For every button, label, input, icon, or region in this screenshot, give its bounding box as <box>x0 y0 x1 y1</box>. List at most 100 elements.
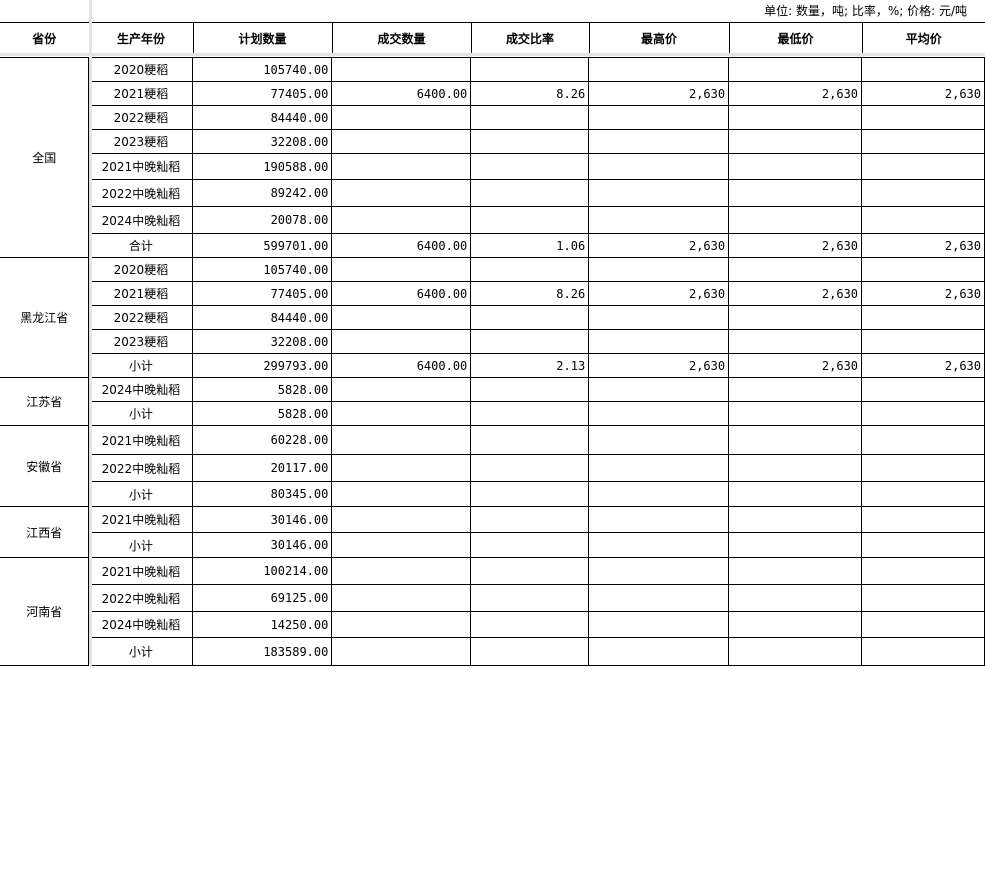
rate-cell <box>470 557 590 585</box>
min-price-cell <box>728 257 863 282</box>
year-cell: 2021粳稻 <box>88 81 194 106</box>
min-price-cell <box>728 557 863 585</box>
min-price-cell <box>728 611 863 638</box>
year-cell: 2021中晚籼稻 <box>88 153 194 180</box>
rate-cell <box>470 153 590 180</box>
planned-cell: 299793.00 <box>192 353 333 378</box>
planned-cell: 60228.00 <box>192 425 333 455</box>
rate-cell <box>470 637 590 666</box>
max-price-cell <box>588 611 730 638</box>
table-row: 小计 5828.00 <box>0 401 985 426</box>
header-min-price: 最低价 <box>728 22 862 53</box>
min-price-cell: 2,630 <box>728 353 863 378</box>
planned-cell: 105740.00 <box>192 57 333 82</box>
min-price-cell <box>728 425 863 455</box>
max-price-cell <box>588 206 730 234</box>
unit-note: 单位: 数量，吨; 比率，%; 价格: 元/吨 <box>764 4 967 18</box>
planned-cell: 77405.00 <box>192 81 333 106</box>
planned-cell: 14250.00 <box>192 611 333 638</box>
min-price-cell: 2,630 <box>728 233 863 258</box>
rate-cell <box>470 506 590 533</box>
rate-cell <box>470 105 590 130</box>
avg-price-cell <box>861 257 985 282</box>
rate-cell <box>470 532 590 558</box>
max-price-cell <box>588 584 730 612</box>
max-price-cell <box>588 401 730 426</box>
rate-cell <box>470 329 590 354</box>
avg-price-cell <box>861 425 985 455</box>
avg-price-cell <box>861 179 985 207</box>
table-row: 2022中晚籼稻 20117.00 <box>0 454 985 482</box>
province-cell: 黑龙江省 <box>0 257 90 378</box>
year-cell: 2021中晚籼稻 <box>88 557 194 585</box>
traded-cell: 6400.00 <box>331 353 472 378</box>
max-price-cell: 2,630 <box>588 233 730 258</box>
year-cell: 2024中晚籼稻 <box>88 611 194 638</box>
min-price-cell <box>728 305 863 330</box>
planned-cell: 84440.00 <box>192 305 333 330</box>
year-cell: 2021中晚籼稻 <box>88 425 194 455</box>
header-planned: 计划数量 <box>192 22 332 53</box>
header-avg-price: 平均价 <box>861 22 985 53</box>
min-price-cell <box>728 481 863 507</box>
avg-price-cell: 2,630 <box>861 81 985 106</box>
table-row: 河南省 2021中晚籼稻 100214.00 <box>0 557 985 666</box>
header-rate: 成交比率 <box>470 22 589 53</box>
planned-cell: 599701.00 <box>192 233 333 258</box>
avg-price-cell: 2,630 <box>861 353 985 378</box>
traded-cell <box>331 206 472 234</box>
avg-price-cell <box>861 584 985 612</box>
rate-cell <box>470 401 590 426</box>
min-price-cell <box>728 532 863 558</box>
planned-cell: 69125.00 <box>192 584 333 612</box>
traded-cell <box>331 179 472 207</box>
traded-cell <box>331 129 472 154</box>
traded-cell <box>331 481 472 507</box>
table-row: 2022粳稻 84440.00 <box>0 105 985 130</box>
header-row: 省份 生产年份 计划数量 成交数量 成交比率 最高价 最低价 平均价 <box>0 22 985 53</box>
table-row: 2024中晚籼稻 14250.00 <box>0 611 985 638</box>
year-cell: 2021中晚籼稻 <box>88 506 194 533</box>
planned-cell: 5828.00 <box>192 401 333 426</box>
rate-cell: 8.26 <box>470 281 590 306</box>
min-price-cell <box>728 401 863 426</box>
traded-cell <box>331 584 472 612</box>
max-price-cell <box>588 305 730 330</box>
data-table: 全国 2020粳稻 105740.00 2021粳稻 77405.00 6400.00 8.… <box>0 57 985 666</box>
avg-price-cell <box>861 506 985 533</box>
max-price-cell <box>588 481 730 507</box>
table-row: 2024中晚籼稻 20078.00 <box>0 206 985 234</box>
max-price-cell <box>588 454 730 482</box>
table-row: 黑龙江省 2020粳稻 105740.00 <box>0 257 985 378</box>
traded-cell <box>331 305 472 330</box>
year-cell: 2020粳稻 <box>88 257 194 282</box>
table-row: 2021粳稻 77405.00 6400.00 8.26 2,630 2,630 2,630 <box>0 281 985 306</box>
min-price-cell <box>728 179 863 207</box>
year-cell: 2023粳稻 <box>88 129 194 154</box>
rate-cell <box>470 611 590 638</box>
header-max-price: 最高价 <box>588 22 729 53</box>
avg-price-cell: 2,630 <box>861 281 985 306</box>
avg-price-cell <box>861 105 985 130</box>
min-price-cell <box>728 329 863 354</box>
max-price-cell <box>588 557 730 585</box>
traded-cell <box>331 153 472 180</box>
min-price-cell: 2,630 <box>728 81 863 106</box>
rate-cell: 2.13 <box>470 353 590 378</box>
avg-price-cell <box>861 206 985 234</box>
avg-price-cell <box>861 401 985 426</box>
year-cell: 小计 <box>88 532 194 558</box>
planned-cell: 190588.00 <box>192 153 333 180</box>
avg-price-cell <box>861 557 985 585</box>
avg-price-cell <box>861 637 985 666</box>
avg-price-cell <box>861 481 985 507</box>
max-price-cell <box>588 329 730 354</box>
year-cell: 小计 <box>88 637 194 666</box>
planned-cell: 80345.00 <box>192 481 333 507</box>
traded-cell <box>331 401 472 426</box>
max-price-cell <box>588 425 730 455</box>
year-cell: 2022粳稻 <box>88 105 194 130</box>
planned-cell: 5828.00 <box>192 377 333 402</box>
min-price-cell <box>728 129 863 154</box>
avg-price-cell <box>861 129 985 154</box>
